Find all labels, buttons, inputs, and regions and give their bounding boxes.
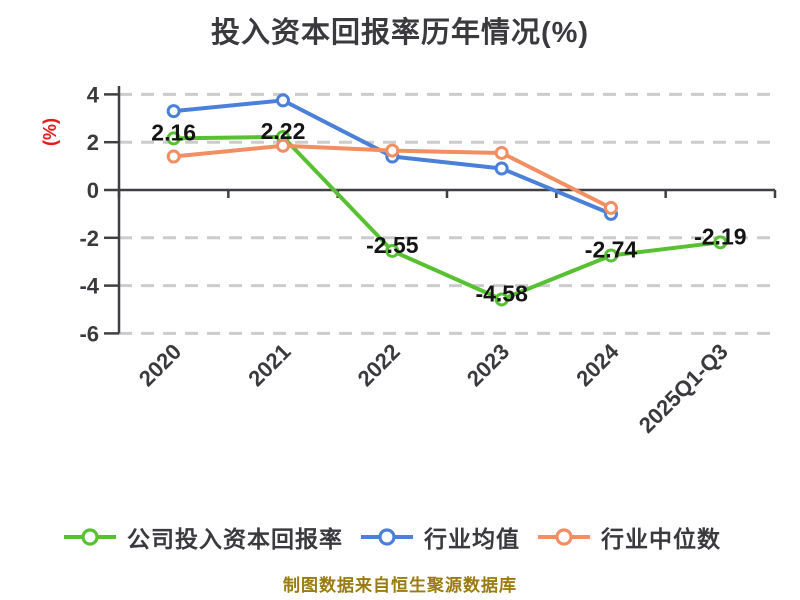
svg-text:2024: 2024 (571, 338, 624, 391)
svg-text:-4.58: -4.58 (475, 280, 528, 306)
svg-text:2022: 2022 (353, 339, 405, 391)
legend-item-company: 公司投入资本回报率 (64, 520, 343, 554)
legend-line-marker-icon-industry-mean (361, 528, 413, 546)
chart-title: 投入资本回报率历年情况(%) (210, 17, 590, 49)
data-labels: 2.16 2.22 -2.55 -4.58 -2.74 -2.19 (151, 118, 746, 307)
legend-item-industry-median: 行业中位数 (538, 520, 721, 554)
legend-label-industry-median: 行业中位数 (601, 526, 721, 552)
legend-line-marker-icon-industry-median (538, 528, 590, 546)
series-markers-industry-median (166, 138, 618, 215)
svg-text:2: 2 (87, 130, 99, 155)
svg-text:2025Q1-Q3: 2025Q1-Q3 (634, 339, 733, 438)
svg-text:-6: -6 (79, 321, 99, 346)
svg-text:(%): (%) (40, 118, 60, 146)
svg-text:-4: -4 (79, 274, 99, 299)
svg-text:2.16: 2.16 (151, 119, 196, 145)
series-markers-company (166, 129, 728, 307)
chart-legend: 公司投入资本回报率 行业均值 行业中位数 (0, 519, 800, 555)
grid-lines (119, 92, 775, 335)
svg-text:2.22: 2.22 (261, 118, 306, 144)
legend-label-industry-mean: 行业均值 (424, 526, 520, 552)
source-note: 制图数据来自恒生聚源数据库 (283, 576, 517, 595)
legend-label-company: 公司投入资本回报率 (127, 526, 343, 552)
svg-text:4: 4 (87, 82, 100, 107)
legend-item-industry-mean: 行业均值 (361, 520, 520, 554)
svg-text:2023: 2023 (462, 339, 514, 391)
svg-text:2021: 2021 (243, 339, 295, 391)
svg-text:0: 0 (87, 178, 99, 203)
svg-text:-2: -2 (79, 226, 99, 251)
y-axis-labels: 4 2 0 -2 -4 -6 (79, 82, 99, 346)
svg-text:-2.19: -2.19 (694, 223, 746, 249)
series-line-company (171, 134, 723, 302)
y-axis-title: (%) (40, 118, 60, 146)
svg-text:-2.55: -2.55 (366, 232, 419, 258)
svg-text:-2.74: -2.74 (585, 236, 638, 262)
legend-line-marker-icon-company (64, 528, 116, 546)
axes (104, 86, 777, 335)
svg-text:2020: 2020 (134, 339, 186, 391)
x-axis-labels: 2020 2021 2022 2023 2024 2025Q1-Q3 (134, 338, 733, 438)
